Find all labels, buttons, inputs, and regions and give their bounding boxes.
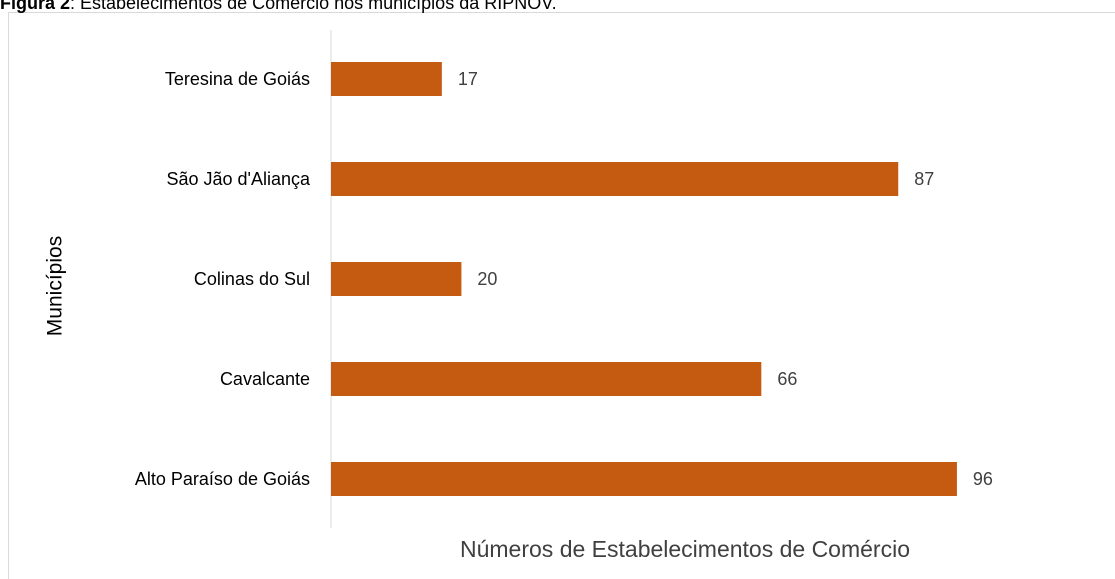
caption-text: : Estabelecimentos de Comércio nos munic… [70,0,557,13]
x-axis-label: Números de Estabelecimentos de Comércio [460,536,910,562]
bar [331,362,762,396]
value-label: 87 [914,169,934,189]
bar [331,262,462,296]
value-label: 20 [477,269,497,289]
y-tick-label: Alto Paraíso de Goiás [135,469,310,489]
caption-label: Figura 2 [0,0,70,13]
y-tick-label: Teresina de Goiás [165,69,310,89]
y-tick-label: Colinas do Sul [194,269,310,289]
bar [331,462,957,496]
bar [331,162,899,196]
value-label: 96 [973,469,993,489]
y-tick-label: São Jão d'Aliança [166,169,311,189]
value-label: 66 [777,369,797,389]
chart-frame [8,12,1115,579]
y-axis-label: Municípios [44,236,67,336]
y-tick-label: Cavalcante [220,369,310,389]
bar [331,62,442,96]
caption: Figura 2: Estabelecimentos de Comércio n… [0,0,557,13]
value-label: 17 [458,69,478,89]
